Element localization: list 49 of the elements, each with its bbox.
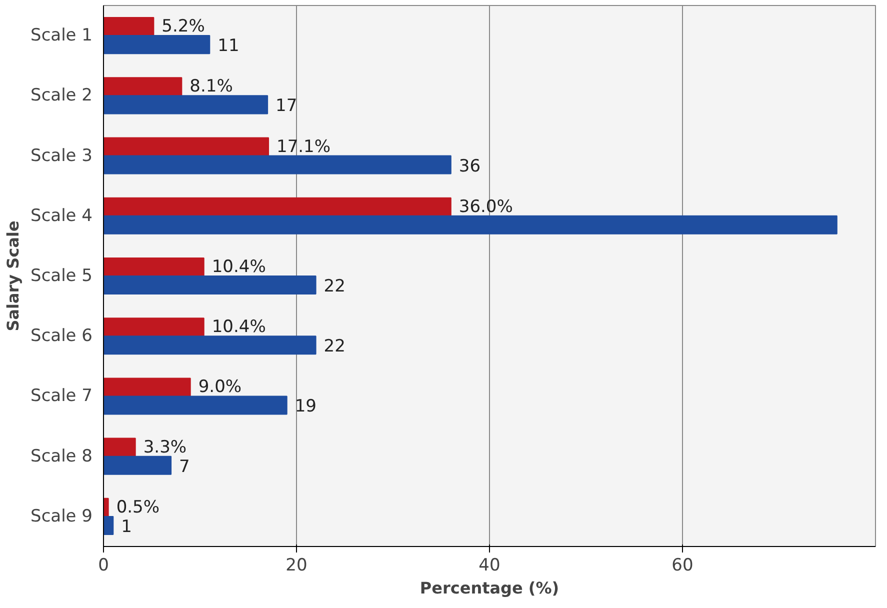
bar [104, 137, 270, 156]
bar [104, 215, 838, 234]
data-label: 0.5% [116, 497, 160, 518]
y-axis-title: Salary Scale [4, 220, 23, 332]
data-label: 9.0% [198, 377, 242, 398]
data-label: 36.0% [458, 196, 513, 217]
bar [104, 257, 204, 276]
data-label: 19 [294, 396, 316, 417]
data-label: 36 [458, 156, 481, 176]
bar [104, 396, 288, 415]
bar [104, 516, 114, 535]
data-label: 22 [324, 276, 346, 297]
x-tick-label: 0 [98, 556, 109, 576]
bar [104, 378, 191, 397]
data-label: 7 [179, 456, 190, 477]
data-label: 17.1% [276, 136, 331, 157]
bar [104, 318, 204, 337]
y-tick-label: Scale 6 [30, 326, 93, 346]
bar [104, 336, 316, 355]
y-tick-label: Scale 3 [30, 146, 93, 166]
data-label: 1 [121, 516, 132, 537]
y-tick-label: Scale 1 [30, 26, 93, 46]
data-label: 11 [218, 36, 240, 56]
bar [104, 155, 452, 174]
data-label: 8.1% [190, 76, 233, 97]
data-label: 10.4% [212, 317, 266, 338]
bar [104, 77, 182, 96]
y-tick-label: Scale 7 [30, 386, 93, 406]
bar [104, 35, 210, 54]
data-label: 17 [276, 96, 298, 116]
bar [104, 438, 136, 457]
y-tick-label: Scale 2 [30, 86, 93, 106]
y-tick-label: Scale 5 [30, 266, 93, 286]
x-tick-label: 60 [672, 556, 694, 576]
bar [104, 197, 452, 216]
x-tick-label: 40 [478, 556, 500, 576]
data-label: 10.4% [212, 256, 266, 277]
data-label: 5.2% [162, 16, 205, 37]
x-axis-title: Percentage (%) [420, 578, 560, 598]
bar [104, 276, 316, 295]
bar [104, 456, 172, 475]
x-tick-label: 20 [286, 556, 308, 576]
data-label: 3.3% [143, 437, 187, 458]
y-tick-label: Scale 8 [30, 446, 93, 466]
bar [104, 95, 268, 114]
y-tick-label: Scale 9 [30, 506, 93, 526]
bar [104, 17, 154, 36]
y-tick-label: Scale 4 [30, 206, 93, 226]
data-label: 22 [324, 336, 346, 357]
